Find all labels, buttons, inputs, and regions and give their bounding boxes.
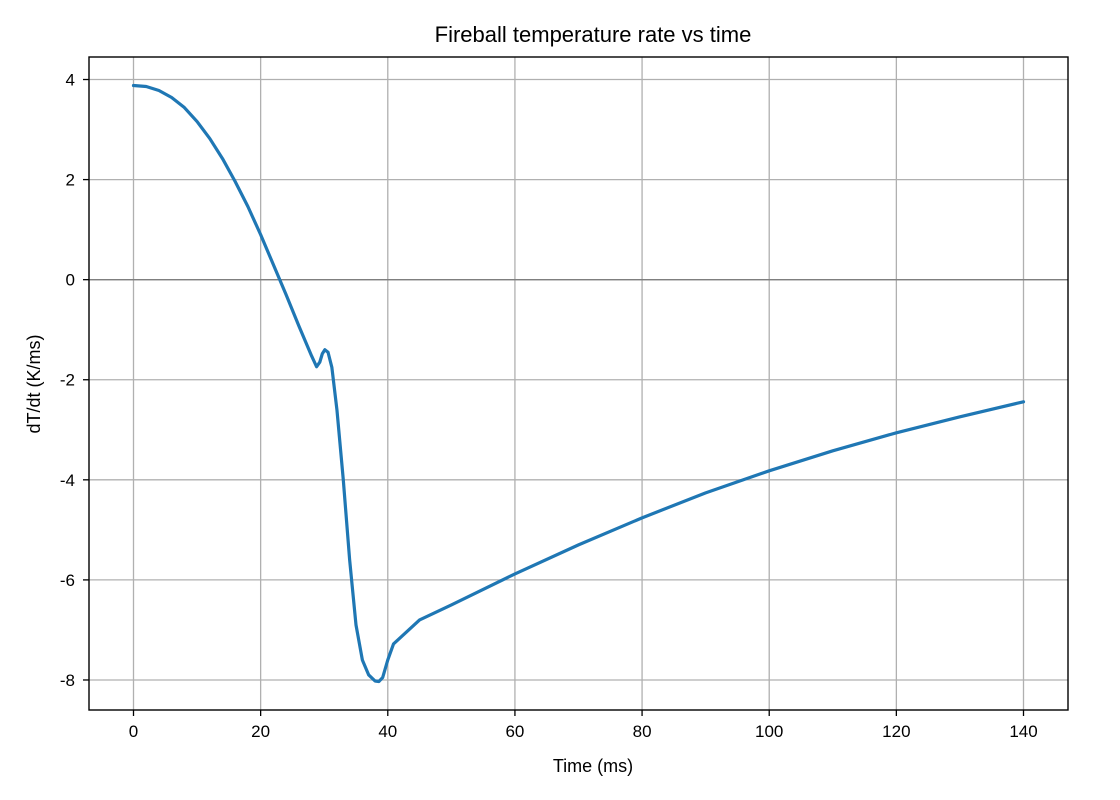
series-line <box>131 83 1026 684</box>
x-tick-label: 140 <box>1009 722 1037 741</box>
x-tick-label: 120 <box>882 722 910 741</box>
y-tick-label: -8 <box>60 671 75 690</box>
x-tick-label: 60 <box>505 722 524 741</box>
y-tick-label: 2 <box>66 171 75 190</box>
x-tick-label: 80 <box>633 722 652 741</box>
y-tick-label: 4 <box>66 71 75 90</box>
x-tick-label: 40 <box>378 722 397 741</box>
y-axis-label: dT/dt (K/ms) <box>24 334 44 433</box>
series-layer <box>131 83 1026 684</box>
x-axis-label: Time (ms) <box>553 756 633 776</box>
x-tick-label: 20 <box>251 722 270 741</box>
y-tick-label: -4 <box>60 471 75 490</box>
axis-ticks <box>83 78 1025 716</box>
y-tick-label: -2 <box>60 371 75 390</box>
x-tick-label: 0 <box>129 722 138 741</box>
plot-area-frame <box>88 56 1069 711</box>
x-tick-label: 100 <box>755 722 783 741</box>
chart-title: Fireball temperature rate vs time <box>435 22 752 47</box>
y-tick-label: 0 <box>66 271 75 290</box>
y-tick-label: -6 <box>60 571 75 590</box>
